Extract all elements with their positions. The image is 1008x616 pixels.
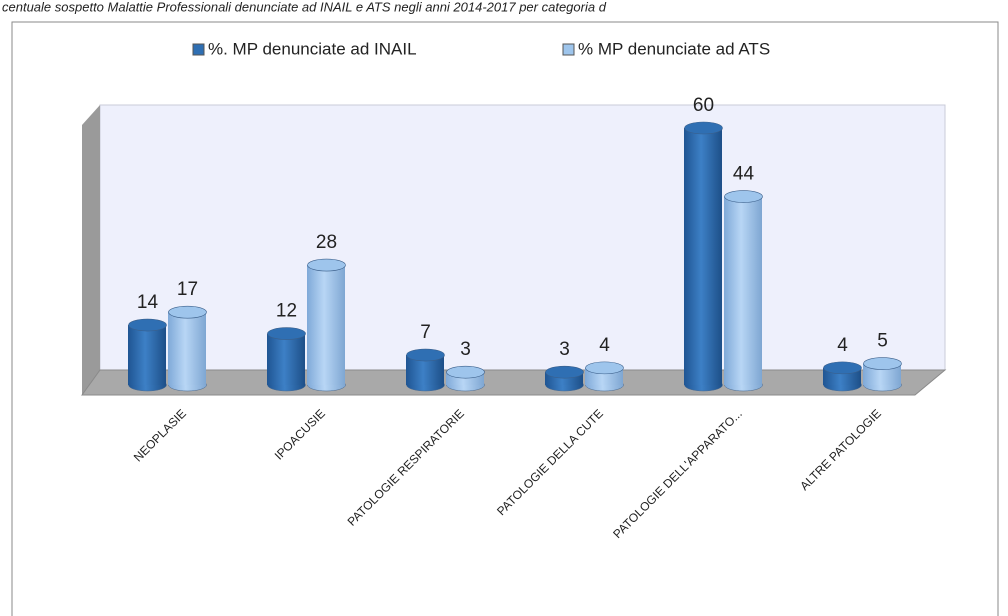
data-label: 60 xyxy=(693,95,714,116)
back-wall xyxy=(99,104,946,371)
bar-top xyxy=(406,348,445,362)
bar-body xyxy=(307,265,345,385)
x-tick-label: PATOLOGIE DELL'APPARATO... xyxy=(610,406,745,541)
bar-top xyxy=(446,365,485,379)
side-wall xyxy=(82,105,100,395)
bar xyxy=(724,190,763,392)
data-label: 7 xyxy=(420,322,431,343)
data-label: 14 xyxy=(137,292,159,313)
bar-top xyxy=(863,357,902,370)
x-tick-label: PATOLOGIE DELLA CUTE xyxy=(494,406,606,518)
data-label: 4 xyxy=(837,335,848,356)
bar xyxy=(823,361,862,392)
bar-top xyxy=(684,121,723,135)
legend-swatch xyxy=(562,43,575,56)
bar xyxy=(446,365,485,392)
bar xyxy=(307,258,346,392)
bar xyxy=(168,305,207,392)
floor xyxy=(81,369,947,396)
bar-top xyxy=(128,318,167,332)
chart-title: centuale sospetto Malattie Professionali… xyxy=(2,0,607,14)
bar xyxy=(128,318,167,392)
bar-top xyxy=(585,361,624,375)
data-label: 44 xyxy=(733,164,755,185)
bar-top xyxy=(545,365,584,379)
bar xyxy=(863,357,902,392)
x-tick-label: NEOPLASIE xyxy=(131,406,189,464)
data-label: 28 xyxy=(316,232,337,253)
bar xyxy=(684,121,723,392)
x-tick-label: PATOLOGIE RESPIRATORIE xyxy=(345,406,467,528)
data-label: 5 xyxy=(877,331,888,352)
data-label: 3 xyxy=(460,339,471,360)
bar-top xyxy=(267,327,306,340)
bar-top xyxy=(823,361,862,375)
chart-border xyxy=(11,21,999,616)
x-tick-label: IPOACUSIE xyxy=(272,406,328,462)
bar-body xyxy=(168,312,206,385)
bar-body xyxy=(267,333,305,385)
data-label: 3 xyxy=(559,339,570,360)
data-label: 12 xyxy=(276,301,297,322)
bar-body xyxy=(128,325,166,385)
bar-top xyxy=(724,190,763,203)
legend-swatch xyxy=(192,43,205,56)
bar-top xyxy=(168,305,207,319)
legend-label: % MP denunciate ad ATS xyxy=(578,39,770,58)
legend-label: %. MP denunciate ad INAIL xyxy=(208,39,417,58)
bar xyxy=(585,361,624,392)
data-label: 4 xyxy=(599,335,610,356)
bar xyxy=(545,365,584,392)
bar-body xyxy=(724,196,762,385)
bar xyxy=(267,327,306,392)
data-label: 17 xyxy=(177,279,198,300)
bar xyxy=(406,348,445,392)
bar-body xyxy=(684,128,722,385)
bar-top xyxy=(307,258,346,272)
x-tick-label: ALTRE PATOLOGIE xyxy=(797,406,884,493)
